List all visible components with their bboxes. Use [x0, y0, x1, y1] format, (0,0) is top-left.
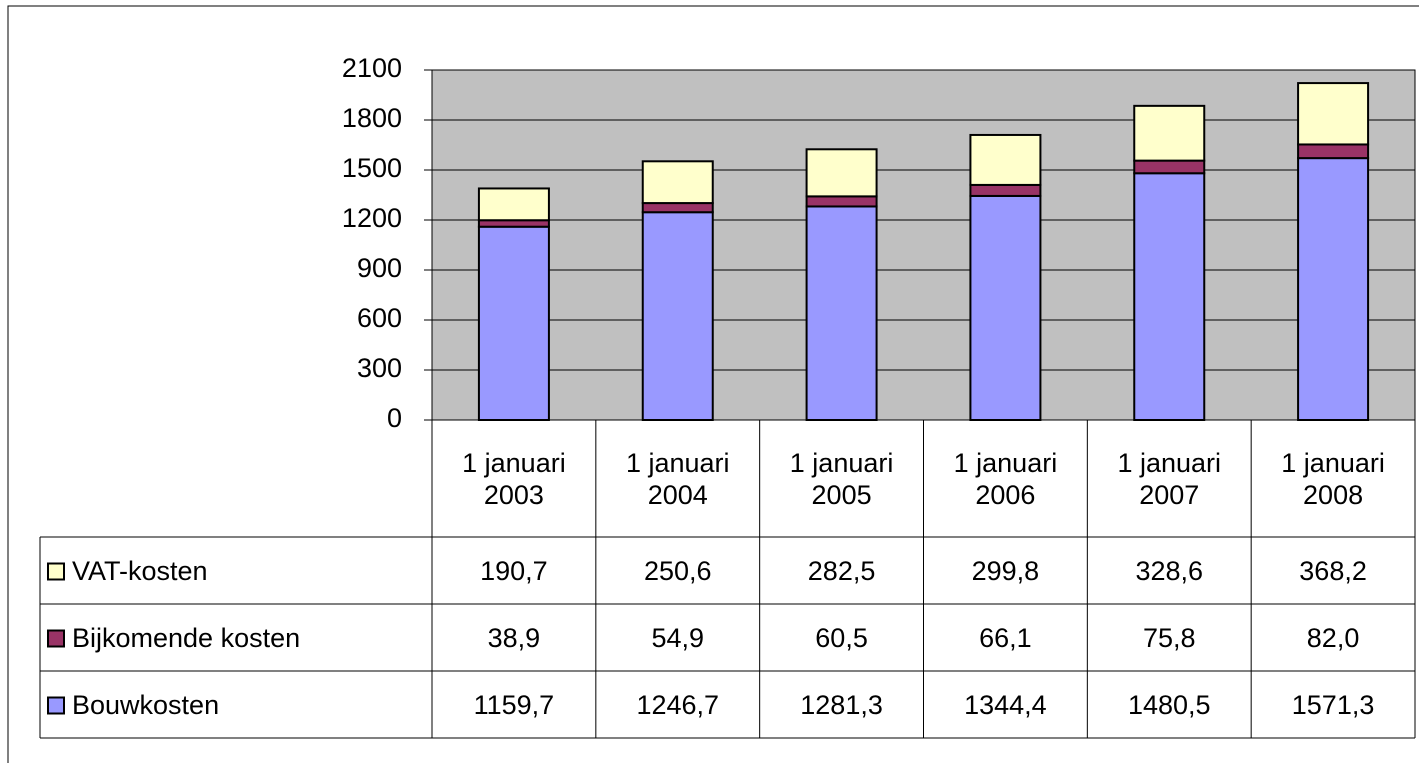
bar-segment — [805, 148, 878, 198]
y-tick-label: 1200 — [342, 203, 402, 233]
y-tick-label: 0 — [387, 403, 402, 433]
table-value: 282,5 — [807, 555, 876, 586]
table-value: 1281,3 — [800, 689, 883, 720]
table-value: 250,6 — [643, 555, 712, 586]
bar-segment — [1133, 104, 1206, 162]
table-value: 1344,4 — [964, 689, 1047, 720]
table-value: 1246,7 — [636, 689, 720, 720]
bar-segment — [969, 183, 1042, 197]
legend-swatch — [47, 629, 65, 648]
legend-swatch — [47, 696, 65, 715]
table-value: 38,9 — [487, 622, 541, 653]
table-value: 299,8 — [971, 555, 1040, 586]
table-value: 54,9 — [651, 622, 705, 653]
bar-segment — [1297, 82, 1370, 146]
category-label: 1 januari 2005 — [789, 447, 894, 510]
y-tick-label: 300 — [357, 353, 402, 383]
legend-swatch — [47, 562, 65, 581]
bar-segment — [1297, 157, 1370, 421]
bar-segment — [969, 133, 1042, 186]
bar-segment — [805, 205, 878, 421]
table-value: 328,6 — [1135, 555, 1204, 586]
category-label: 1 januari 2004 — [625, 447, 730, 510]
bar-segment — [641, 211, 714, 421]
table-value: 1571,3 — [1291, 689, 1375, 720]
category-label: 1 januari 2007 — [1117, 447, 1222, 510]
y-tick-label: 2100 — [342, 53, 402, 83]
table-value: 75,8 — [1142, 622, 1196, 653]
category-label: 1 januari 2008 — [1281, 447, 1385, 510]
table-value: 82,0 — [1306, 622, 1360, 653]
table-value: 60,5 — [815, 622, 868, 653]
bar-segment — [477, 187, 550, 222]
legend-label: VAT-kosten — [72, 555, 208, 586]
bar-segment — [641, 160, 714, 205]
table-value: 1480,5 — [1127, 689, 1211, 720]
legend-label: Bijkomende kosten — [72, 622, 301, 653]
category-label: 1 januari 2006 — [953, 447, 1058, 510]
bar-segment — [805, 195, 878, 208]
y-tick-label: 900 — [357, 253, 402, 283]
table-value: 190,7 — [480, 555, 548, 586]
y-tick-label: 1500 — [342, 153, 402, 183]
bar-segment — [641, 202, 714, 214]
plot-area — [432, 70, 1415, 420]
table-value: 368,2 — [1299, 555, 1367, 586]
bar-segment — [1133, 159, 1206, 175]
bar-segment — [969, 194, 1042, 421]
legend-label: Bouwkosten — [72, 689, 220, 720]
table-value: 66,1 — [979, 622, 1032, 653]
y-tick-label: 600 — [357, 303, 402, 333]
bar-segment — [477, 225, 550, 421]
category-label: 1 januari 2003 — [462, 447, 566, 510]
bar-segment — [1297, 143, 1370, 160]
y-tick-label: 1800 — [342, 103, 402, 133]
table-value: 1159,7 — [473, 689, 555, 720]
bar-segment — [1133, 172, 1206, 421]
